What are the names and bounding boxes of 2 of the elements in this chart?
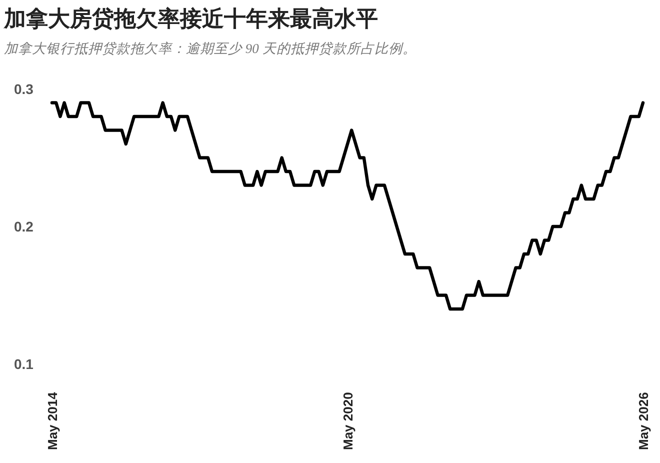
title: 加拿大房贷拖欠率接近十年来最高水平 [4,6,378,31]
subtitle: 加拿大银行抵押贷款拖欠率：逾期至少 90 天的抵押贷款所占比例。 [4,41,416,56]
